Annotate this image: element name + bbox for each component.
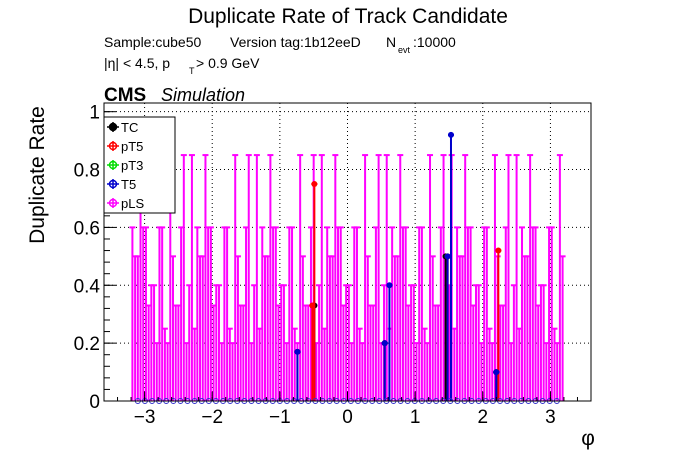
legend-label: pT3 — [121, 158, 143, 173]
x-axis-label: φ — [581, 427, 595, 450]
legend-label: pT5 — [121, 139, 143, 154]
x-tick-label: 3 — [545, 407, 556, 428]
y-tick-label: 0.2 — [74, 334, 100, 355]
y-tick-label: 0 — [89, 392, 100, 413]
legend-marker — [108, 179, 118, 189]
legend-label: pLS — [121, 196, 144, 211]
info-version: Version tag:1b12eeD — [230, 34, 361, 50]
info-cut-sub: T — [189, 66, 195, 76]
y-axis-label: Duplicate Rate — [26, 106, 49, 244]
info-sample: Sample:cube50 — [104, 34, 202, 50]
legend-marker — [108, 198, 118, 208]
data-series — [129, 131, 566, 404]
x-tick-label: −2 — [201, 407, 223, 428]
chart-title: Duplicate Rate of Track Candidate — [188, 5, 508, 28]
info-nevt-value: :10000 — [413, 34, 456, 50]
t5-point — [386, 282, 393, 289]
x-tick-label: −1 — [269, 407, 291, 428]
t5-point — [444, 253, 451, 260]
x-tick-label: 2 — [477, 407, 488, 428]
info-nevt-symbol: N — [386, 34, 396, 50]
grid-lines — [104, 103, 591, 402]
legend-marker — [108, 141, 118, 151]
pt5-point — [311, 181, 318, 188]
legend-label: TC — [121, 120, 138, 135]
simulation-label: Simulation — [161, 85, 245, 105]
legend-marker — [108, 122, 118, 132]
info-cut-eta: |η| < 4.5, p — [104, 55, 170, 71]
legend: TC pT5 pT3 T5 pLS — [103, 116, 176, 214]
t5-point — [493, 369, 500, 376]
info-nevt-sub: evt — [398, 45, 411, 55]
y-tick-label: 0.8 — [74, 161, 100, 182]
t5-point — [381, 340, 388, 347]
x-tick-label: 0 — [342, 407, 353, 428]
x-tick-label: 1 — [410, 407, 421, 428]
y-tick-label: 0.6 — [74, 218, 100, 239]
t5-point — [294, 348, 301, 355]
pt5-point — [495, 247, 502, 254]
y-tick-label: 1 — [89, 103, 100, 124]
legend-marker — [108, 160, 118, 170]
x-tick-label: −3 — [134, 407, 156, 428]
y-tick-label: 0.4 — [74, 276, 101, 297]
t5-point — [447, 131, 454, 138]
legend-label: T5 — [121, 177, 136, 192]
cms-label: CMS — [104, 85, 146, 106]
info-cut-pt: > 0.9 GeV — [196, 55, 260, 71]
